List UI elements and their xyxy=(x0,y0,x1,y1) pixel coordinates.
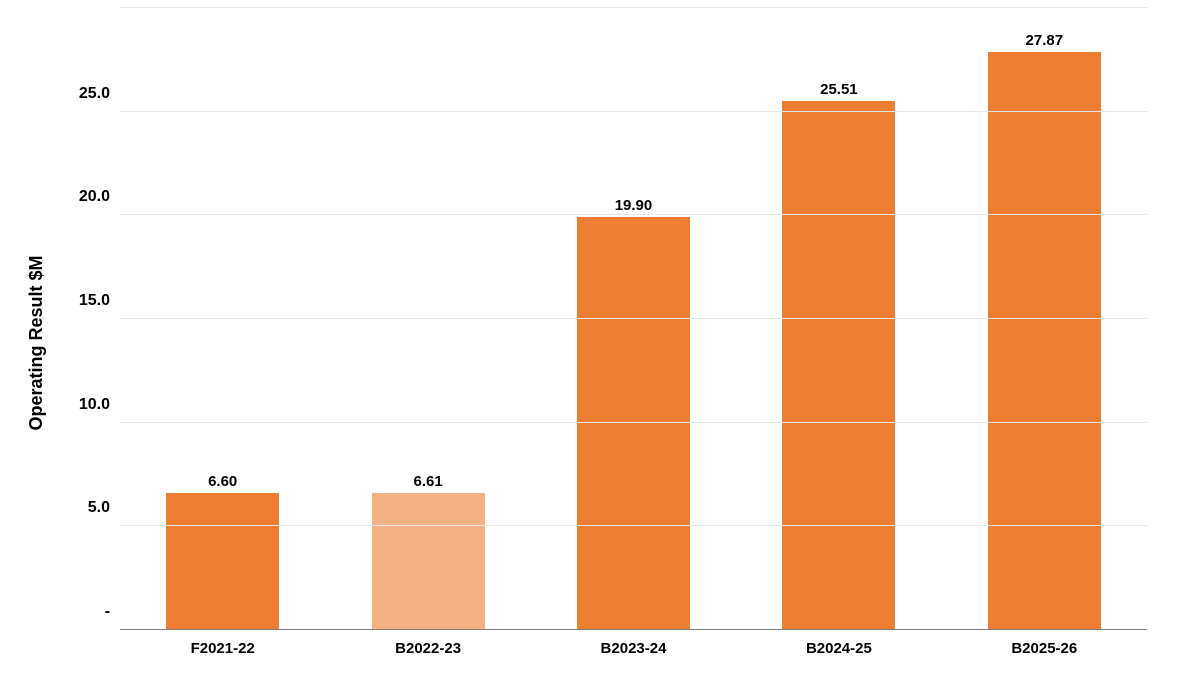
y-tick-label: 25.0 xyxy=(50,85,110,103)
x-tick-label: B2023-24 xyxy=(601,640,667,657)
x-tick-label: B2022-23 xyxy=(395,640,461,657)
x-tick-label: F2021-22 xyxy=(191,640,255,657)
gridline xyxy=(120,525,1147,526)
gridline xyxy=(120,422,1147,423)
bars-layer: 6.60 6.61 19.90 25.51 27.87 xyxy=(120,8,1147,630)
bar: 25.51 xyxy=(782,101,895,630)
plot-area: 6.606.6119.9025.5127.87 -5.010.015.020.0… xyxy=(120,8,1147,630)
bar: 27.87 xyxy=(988,52,1101,630)
gridline xyxy=(120,629,1147,630)
y-tick-label: 10.0 xyxy=(50,396,110,414)
bar-value-label: 25.51 xyxy=(782,81,895,98)
bar-value-label: 19.90 xyxy=(577,197,690,214)
y-tick-label: 20.0 xyxy=(50,188,110,206)
y-tick-label: - xyxy=(50,603,110,621)
bar-value-label: 6.60 xyxy=(166,473,279,490)
x-axis-ticks: F2021-22 B2022-23 B2023-24 B2024-25 B2025-26 xyxy=(120,640,1147,670)
bar-value-label: 27.87 xyxy=(988,32,1101,49)
x-tick-label: B2025-26 xyxy=(1011,640,1077,657)
gridline xyxy=(120,111,1147,112)
bar-value-label: 6.61 xyxy=(372,473,485,490)
gridline xyxy=(120,7,1147,8)
y-tick-label: 5.0 xyxy=(50,499,110,517)
gridline xyxy=(120,318,1147,319)
bar: 6.61 xyxy=(372,493,485,630)
y-tick-label: 15.0 xyxy=(50,292,110,310)
chart-container: Operating Result $M 6.60 6.61 19.90 25.51 27… xyxy=(0,0,1177,685)
y-axis-label: Operating Result $M xyxy=(26,255,47,430)
gridline xyxy=(120,214,1147,215)
x-tick-label: B2024-25 xyxy=(806,640,872,657)
bar: 19.90 xyxy=(577,217,690,630)
bar: 6.60 xyxy=(166,493,279,630)
